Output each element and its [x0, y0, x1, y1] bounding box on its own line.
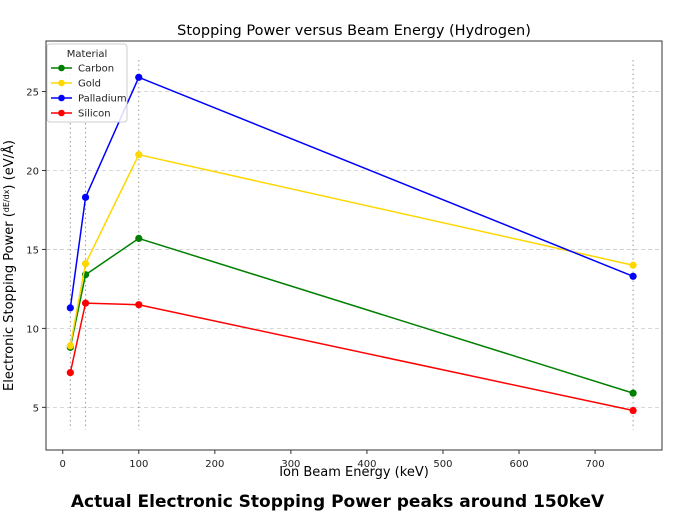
legend-label: Carbon: [78, 64, 114, 75]
y-tick-label: 20: [26, 166, 39, 177]
legend-label: Palladium: [78, 94, 127, 105]
legend-box: [46, 43, 128, 123]
x-tick-label: 500: [433, 459, 452, 470]
x-axis-label: Ion Beam Energy (keV): [279, 465, 429, 480]
chart: 0 100 200 300 400 500 600 700 5 10 15 20 25 Stopping …: [1, 23, 663, 480]
x-tick-label: 200: [205, 459, 224, 470]
legend-label: Silicon: [78, 109, 111, 120]
data-point-gold: [81, 260, 90, 268]
data-point-silicon: [629, 406, 637, 415]
caption: Actual Electronic Stopping Power peaks a…: [70, 492, 605, 512]
legend-marker: [58, 79, 65, 87]
series-line-gold: [69, 153, 634, 346]
y-tick-label: 15: [26, 245, 39, 256]
data-point-palladium: [66, 304, 74, 312]
data-point-silicon: [66, 369, 74, 377]
data-point-palladium: [629, 272, 637, 280]
legend-title: Material: [67, 49, 108, 60]
chart-title: Stopping Power versus Beam Energy (Hydro…: [177, 23, 531, 39]
x-tick-label: 400: [357, 459, 376, 470]
x-tick-label: 300: [281, 459, 300, 470]
plot-frame: [45, 40, 663, 451]
data-point-carbon: [135, 234, 143, 242]
series-line-silicon: [69, 302, 634, 412]
y-tick-label: 10: [26, 324, 39, 335]
legend-marker: [58, 64, 65, 72]
legend-label: Gold: [78, 79, 101, 90]
legend-marker: [58, 109, 65, 117]
series-line-palladium: [69, 76, 634, 308]
data-point-silicon: [135, 301, 143, 309]
x-tick-label: 700: [586, 459, 605, 470]
legend-marker: [58, 94, 65, 102]
data-point-palladium: [135, 73, 143, 81]
data-point-gold: [66, 342, 74, 350]
y-tick-label: 5: [33, 403, 39, 414]
data-point-gold: [135, 151, 143, 159]
data-point-gold: [629, 261, 637, 269]
y-axis-label: Electronic Stopping Power (dE/dx) (eV/Å): [1, 140, 17, 391]
data-point-carbon: [629, 389, 637, 397]
x-tick-label: 100: [129, 459, 148, 470]
data-point-palladium: [81, 193, 90, 201]
x-tick-label: 600: [509, 459, 528, 470]
data-point-silicon: [81, 299, 90, 307]
series-line-carbon: [69, 237, 634, 394]
y-tick-label: 25: [26, 88, 39, 99]
x-tick-label: 0: [60, 459, 66, 470]
